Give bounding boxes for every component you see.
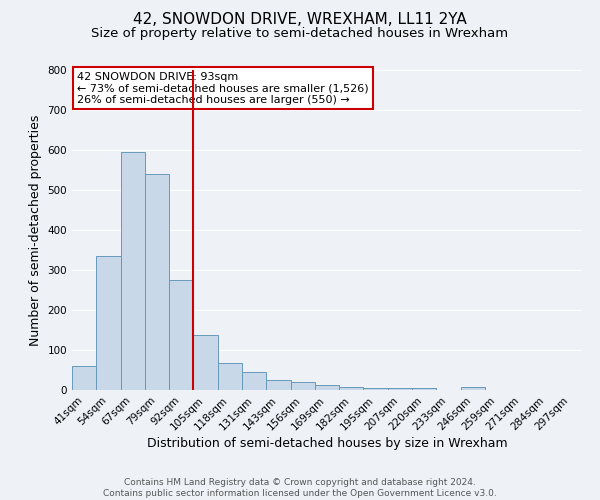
Text: 42 SNOWDON DRIVE: 93sqm
← 73% of semi-detached houses are smaller (1,526)
26% of: 42 SNOWDON DRIVE: 93sqm ← 73% of semi-de…	[77, 72, 369, 105]
Bar	[339, 387, 364, 390]
Bar	[193, 335, 218, 390]
Bar	[169, 280, 193, 390]
Y-axis label: Number of semi-detached properties: Number of semi-detached properties	[29, 114, 42, 346]
Text: Contains HM Land Registry data © Crown copyright and database right 2024.
Contai: Contains HM Land Registry data © Crown c…	[103, 478, 497, 498]
Bar	[266, 380, 290, 390]
Bar	[96, 256, 121, 390]
Bar	[461, 387, 485, 390]
Bar	[145, 174, 169, 390]
Bar	[242, 372, 266, 390]
Bar	[290, 382, 315, 390]
X-axis label: Distribution of semi-detached houses by size in Wrexham: Distribution of semi-detached houses by …	[146, 438, 508, 450]
Bar	[315, 385, 339, 390]
Text: 42, SNOWDON DRIVE, WREXHAM, LL11 2YA: 42, SNOWDON DRIVE, WREXHAM, LL11 2YA	[133, 12, 467, 28]
Bar	[364, 388, 388, 390]
Bar	[412, 388, 436, 390]
Bar	[388, 388, 412, 390]
Bar	[121, 152, 145, 390]
Bar	[72, 366, 96, 390]
Text: Size of property relative to semi-detached houses in Wrexham: Size of property relative to semi-detach…	[91, 28, 509, 40]
Bar	[218, 363, 242, 390]
